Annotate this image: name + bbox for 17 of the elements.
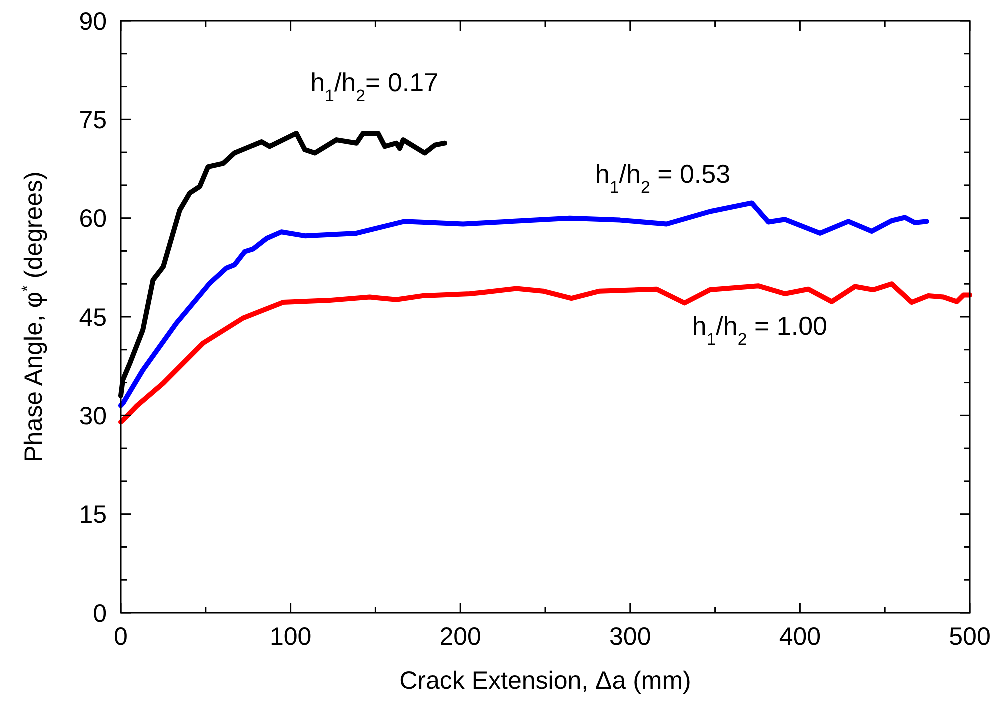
y-tick-label: 0 xyxy=(93,600,107,628)
y-tick-label: 60 xyxy=(79,205,107,234)
x-tick-label: 200 xyxy=(440,623,482,651)
x-tick-label: 400 xyxy=(779,623,822,651)
y-tick-label: 45 xyxy=(79,304,107,332)
series-label: h$_{1}$/h$_{2}$ = 0.53 xyxy=(595,159,731,197)
y-tick-label: 75 xyxy=(79,106,107,134)
x-axis-title: Crack Extension, Δa (mm) xyxy=(400,667,692,695)
y-tick-label: 15 xyxy=(79,501,107,530)
y-tick-label: 30 xyxy=(79,402,107,430)
x-tick-label: 0 xyxy=(114,623,128,651)
series-label: h$_{1}$/h$_{2}$= 0.17 xyxy=(310,67,439,105)
x-tick-label: 500 xyxy=(949,623,991,651)
x-tick-label: 300 xyxy=(610,623,652,651)
x-tick-label: 100 xyxy=(270,623,312,651)
series-label: h$_{1}$/h$_{2}$ = 1.00 xyxy=(692,311,828,349)
y-tick-label: 90 xyxy=(79,8,107,36)
